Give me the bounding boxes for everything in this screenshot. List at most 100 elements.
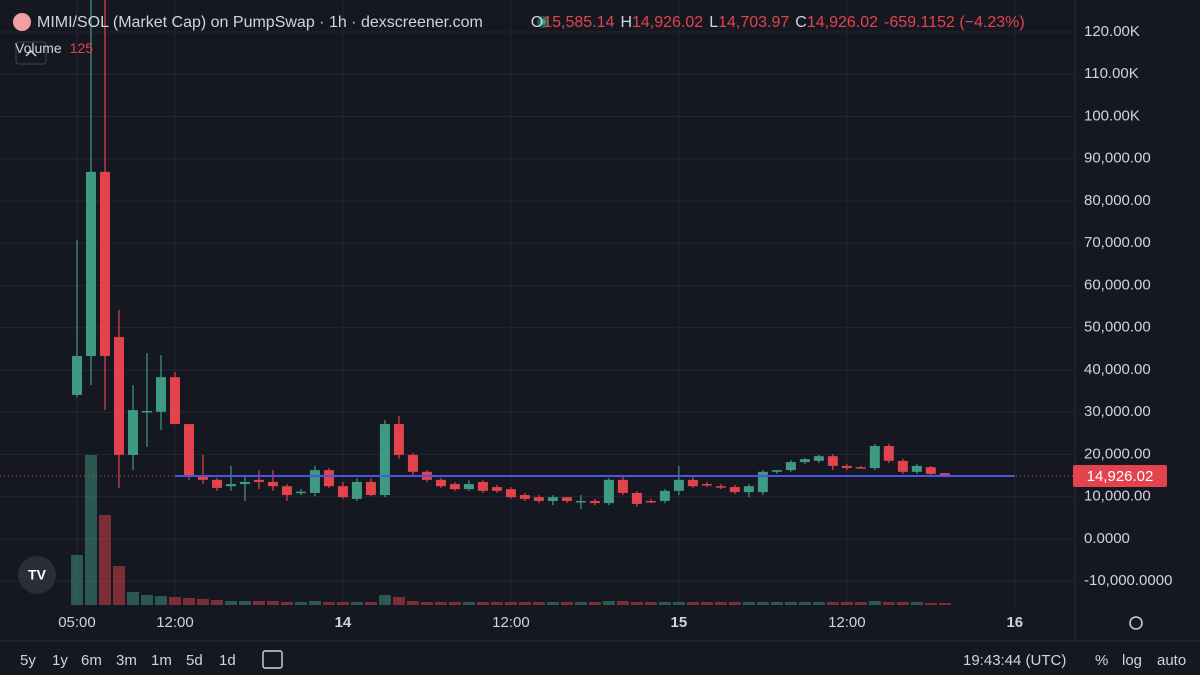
candle-body xyxy=(645,500,656,503)
volume-bar xyxy=(322,602,335,605)
candle-body xyxy=(883,446,894,461)
candle-body xyxy=(281,486,292,496)
volume-bar xyxy=(504,602,517,605)
change: -659.1152 (−4.23%) xyxy=(884,14,1025,31)
volume-bar xyxy=(294,602,307,605)
x-tick-label: 15 xyxy=(671,614,688,631)
volume-bar xyxy=(238,601,251,605)
chevron-icon xyxy=(25,49,37,57)
candle-body xyxy=(771,470,782,472)
y-tick-label: 60,000.00 xyxy=(1084,276,1151,293)
range-button[interactable]: 1m xyxy=(151,652,172,669)
volume-bar xyxy=(644,602,657,605)
candles xyxy=(0,0,1075,510)
y-tick-label: 70,000.00 xyxy=(1084,234,1151,251)
scale-option[interactable]: log xyxy=(1122,652,1143,669)
candle-body xyxy=(211,479,222,488)
candle-body xyxy=(113,337,124,455)
volume-bar xyxy=(616,601,629,605)
candle-body xyxy=(869,446,880,469)
volume-bar xyxy=(812,602,825,605)
x-tick-label: 12:00 xyxy=(156,614,194,631)
candle-body xyxy=(533,497,544,501)
candle-body xyxy=(911,465,922,472)
scale-option[interactable]: auto xyxy=(1157,652,1187,669)
volume-bar xyxy=(742,602,755,605)
range-button[interactable]: 5y xyxy=(20,652,36,669)
y-tick-label: 100.00K xyxy=(1084,107,1140,124)
volume-bar xyxy=(70,555,83,605)
ohlc-key: C xyxy=(795,14,807,31)
volume-bar xyxy=(448,602,461,605)
candle-body xyxy=(729,487,740,493)
candle-body xyxy=(519,495,530,499)
ohlc-value: 14,703.97 xyxy=(718,14,790,31)
candle-body xyxy=(379,424,390,496)
range-button[interactable]: 1d xyxy=(219,652,236,669)
ohlc-value: 14,926.02 xyxy=(806,14,879,31)
candle-body xyxy=(323,470,334,487)
x-tick-label: 05:00 xyxy=(58,614,96,631)
price-tag xyxy=(1073,464,1167,487)
volume-bar xyxy=(700,602,713,605)
volume-bar xyxy=(602,601,615,605)
range-button[interactable]: 5d xyxy=(186,652,203,669)
candle-body xyxy=(617,479,628,493)
volume-bar xyxy=(84,455,97,605)
candle-body xyxy=(757,471,768,493)
volume-bar xyxy=(378,595,391,605)
candle-body xyxy=(71,356,82,395)
volume-bar xyxy=(854,602,867,605)
settings-icon[interactable] xyxy=(1129,616,1143,630)
collapse-button[interactable] xyxy=(15,41,47,65)
volume-bar xyxy=(784,602,797,605)
volume-bar xyxy=(770,602,783,605)
candle-body xyxy=(505,489,516,498)
ohlc-key: H xyxy=(620,14,632,31)
ohlc-key: L xyxy=(709,14,719,31)
volume-bar xyxy=(756,602,769,605)
candle-body xyxy=(127,410,138,455)
volume-bar xyxy=(588,602,601,605)
status-dot-core xyxy=(540,19,546,25)
candle-body xyxy=(253,479,264,482)
volume-bar xyxy=(420,602,433,605)
ohlc-key: O xyxy=(530,14,544,31)
volume-bar xyxy=(476,602,489,605)
date-range-icon[interactable] xyxy=(262,650,283,669)
candle-body xyxy=(169,377,180,425)
volume-bar xyxy=(336,602,349,605)
range-button[interactable]: 3m xyxy=(116,652,137,669)
range-button[interactable]: 1y xyxy=(52,652,68,669)
utc-time[interactable]: 19:43:44 (UTC) xyxy=(963,652,1067,669)
x-tick-label: 12:00 xyxy=(492,614,530,631)
volume-bar xyxy=(798,602,811,605)
candle-body xyxy=(239,481,250,485)
volume-bar xyxy=(938,603,951,605)
tv-logo[interactable] xyxy=(18,556,56,594)
candle-body xyxy=(407,454,418,472)
volume-bar xyxy=(882,602,895,605)
volume-bar xyxy=(868,601,881,605)
y-tick-label: 50,000.00 xyxy=(1084,319,1151,336)
candle-body xyxy=(463,484,474,490)
candle-body xyxy=(561,497,572,501)
scale-option[interactable]: % xyxy=(1095,652,1109,669)
range-button[interactable]: 6m xyxy=(81,652,102,669)
volume-bar xyxy=(532,602,545,605)
volume-bar xyxy=(308,601,321,605)
legend-header: MIMI/SOL (Market Cap) on PumpSwap · 1h ·… xyxy=(37,12,1025,34)
volume-bar xyxy=(350,602,363,605)
plot-area xyxy=(0,0,1075,605)
volume-label: Volume xyxy=(15,40,62,56)
volume-bar xyxy=(252,601,265,605)
volume-bar xyxy=(140,595,153,605)
candle-body xyxy=(477,481,488,491)
volume-bar xyxy=(154,596,167,605)
y-tick-label: 90,000.00 xyxy=(1084,150,1151,167)
candle-body xyxy=(743,486,754,493)
candle-body xyxy=(491,487,502,491)
candle-body xyxy=(575,500,586,503)
